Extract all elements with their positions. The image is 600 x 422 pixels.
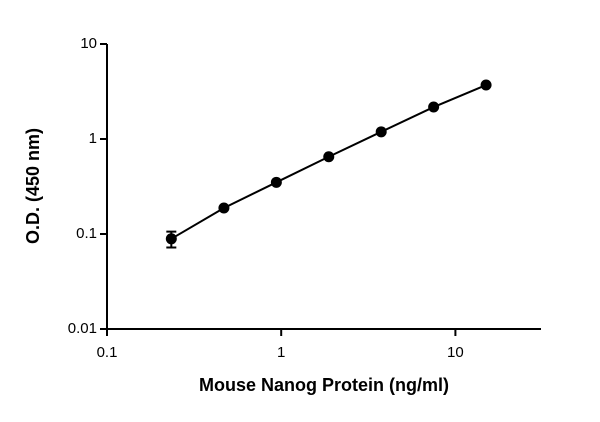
x-tick-label: 1 [277,344,285,361]
data-point [480,79,492,91]
y-tick-label: 0.1 [76,225,97,242]
x-axis-title: Mouse Nanog Protein (ng/ml) [199,375,449,395]
y-tick-label: 10 [80,35,97,52]
x-tick-label: 10 [447,344,464,361]
data-point [323,151,335,163]
data-point [428,101,440,113]
data-point [375,126,387,138]
x-tick-label: 0.1 [97,344,118,361]
y-tick-label: 1 [89,130,97,147]
data-point [218,202,230,214]
y-tick-label: 0.01 [68,320,97,337]
data-point [270,176,282,188]
data-point [165,233,177,245]
y-axis-title: O.D. (450 nm) [23,128,43,244]
